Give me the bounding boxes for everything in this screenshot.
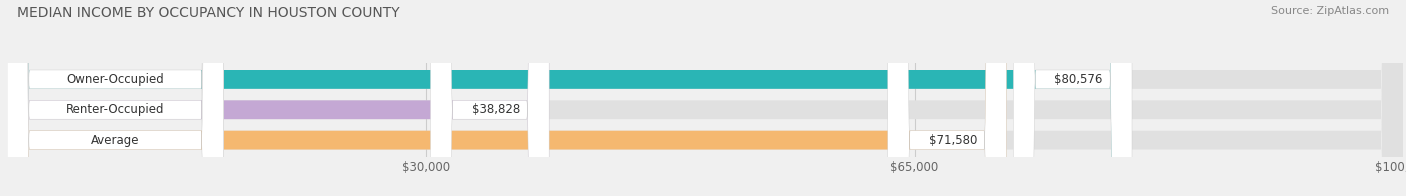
FancyBboxPatch shape [7, 0, 224, 196]
FancyBboxPatch shape [430, 0, 550, 196]
FancyBboxPatch shape [7, 0, 224, 196]
FancyBboxPatch shape [7, 0, 1132, 196]
Text: $38,828: $38,828 [471, 103, 520, 116]
FancyBboxPatch shape [7, 0, 1403, 196]
Text: $71,580: $71,580 [929, 134, 977, 147]
FancyBboxPatch shape [7, 0, 1403, 196]
Text: MEDIAN INCOME BY OCCUPANCY IN HOUSTON COUNTY: MEDIAN INCOME BY OCCUPANCY IN HOUSTON CO… [17, 6, 399, 20]
FancyBboxPatch shape [7, 0, 224, 196]
Text: Renter-Occupied: Renter-Occupied [66, 103, 165, 116]
FancyBboxPatch shape [887, 0, 1007, 196]
Text: Owner-Occupied: Owner-Occupied [66, 73, 165, 86]
FancyBboxPatch shape [7, 0, 1403, 196]
Text: Average: Average [91, 134, 139, 147]
Text: Source: ZipAtlas.com: Source: ZipAtlas.com [1271, 6, 1389, 16]
FancyBboxPatch shape [1014, 0, 1132, 196]
FancyBboxPatch shape [7, 0, 550, 196]
FancyBboxPatch shape [7, 0, 1007, 196]
Text: $80,576: $80,576 [1054, 73, 1102, 86]
